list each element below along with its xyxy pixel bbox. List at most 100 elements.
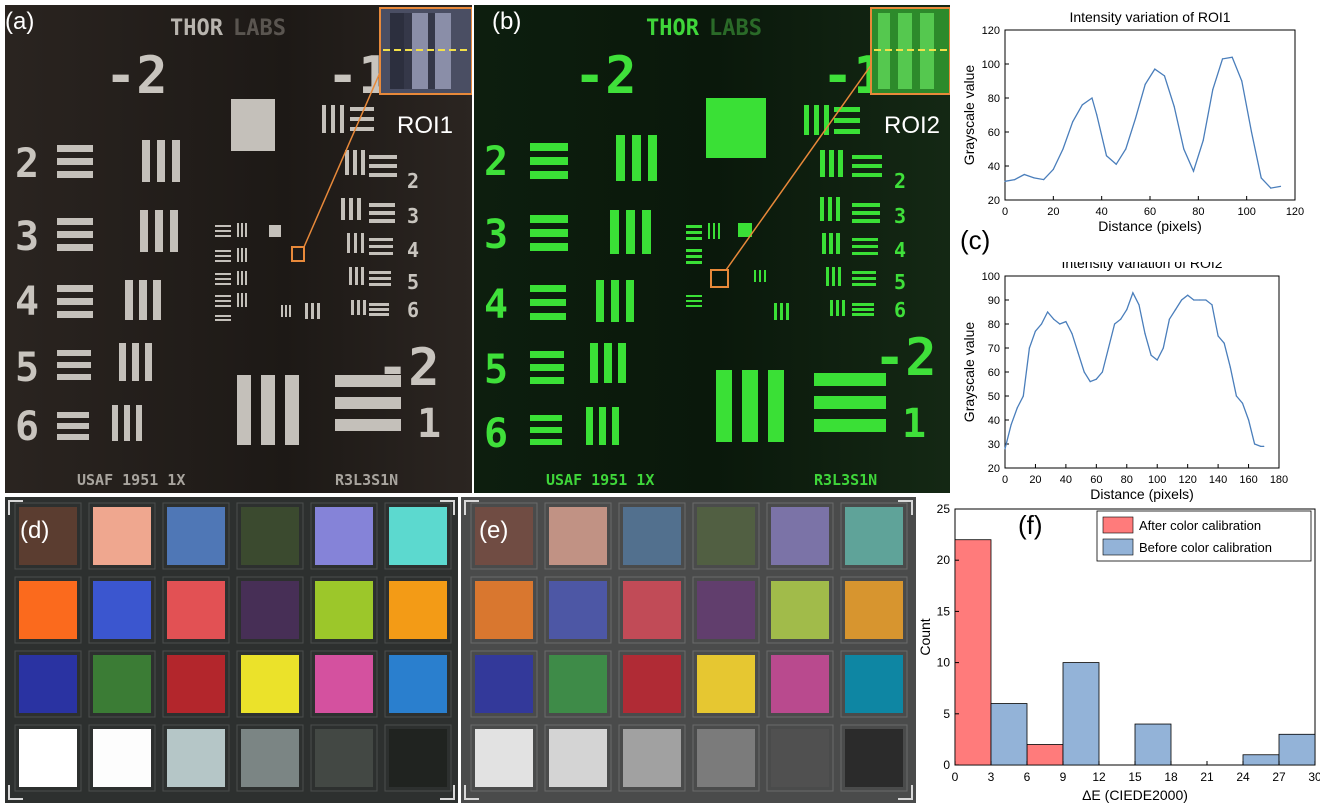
data-point: [1023, 173, 1025, 176]
data-point: [1010, 424, 1012, 426]
x-tick-label: 18: [1164, 770, 1178, 784]
x-tick-label: 160: [1239, 474, 1257, 486]
patch-well: [840, 576, 908, 644]
patch-well: [14, 502, 82, 570]
color-patch: [475, 655, 533, 713]
y-tick-label: 80: [988, 319, 1000, 331]
data-point: [1059, 323, 1061, 325]
panel-label: (b): [492, 8, 522, 35]
data-point: [1156, 359, 1158, 361]
data-point: [1192, 170, 1195, 172]
y-tick-label: 20: [988, 463, 1000, 475]
color-patch: [771, 507, 829, 565]
data-point: [1081, 104, 1083, 106]
element-number: 4: [15, 279, 39, 325]
color-patch: [315, 655, 373, 713]
element-number: 4: [407, 238, 419, 262]
data-point: [1241, 402, 1244, 404]
color-patch: [697, 729, 755, 787]
roi2-leader-line: [725, 60, 875, 271]
data-point: [1071, 333, 1073, 335]
data-point: [1217, 335, 1219, 337]
data-point: [1101, 371, 1104, 373]
histogram-bar: [1026, 744, 1064, 766]
histogram-bar: [1278, 733, 1316, 766]
color-patch: [475, 729, 533, 787]
histogram-bar: [1134, 723, 1172, 766]
brand-text: THOR: [170, 16, 224, 41]
x-tick-label: 20: [1029, 474, 1041, 486]
color-patch: [549, 581, 607, 639]
patch-well: [544, 724, 612, 792]
x-tick-label: 9: [1060, 770, 1067, 784]
y-tick-label: 80: [988, 93, 1000, 105]
color-patch: [771, 581, 829, 639]
patch-well: [88, 502, 156, 570]
patch-well: [544, 576, 612, 644]
element-number: 5: [407, 270, 419, 294]
color-patch: [475, 581, 533, 639]
group-number: -2: [574, 46, 637, 106]
data-point: [1263, 445, 1265, 447]
data-point: [1199, 299, 1201, 301]
patch-well: [384, 576, 452, 644]
color-checker-before: [8, 500, 455, 800]
x-tick-label: 80: [1192, 206, 1204, 218]
element-number: 6: [15, 404, 39, 450]
x-tick-label: 100: [1237, 206, 1255, 218]
patch-well: [88, 724, 156, 792]
brand-faint-text: LABS: [709, 16, 762, 41]
x-tick-label: 12: [1092, 770, 1106, 784]
x-tick-label: 30: [1308, 770, 1320, 784]
brand-text: THOR: [646, 16, 700, 41]
data-point: [1115, 163, 1117, 165]
patch-well: [236, 576, 304, 644]
element-number: 4: [484, 282, 508, 328]
x-tick-label: 0: [1002, 206, 1008, 218]
y-tick-label: 5: [943, 707, 950, 721]
color-patch: [93, 581, 151, 639]
y-tick-label: 40: [988, 415, 1000, 427]
data-point: [1193, 299, 1195, 301]
patch-well: [692, 650, 760, 718]
element-number: 5: [15, 345, 39, 391]
color-patch: [315, 729, 373, 787]
patch-well: [162, 650, 230, 718]
x-tick-label: 40: [1096, 206, 1108, 218]
patch-well: [470, 502, 538, 570]
x-tick-label: 120: [1178, 474, 1196, 486]
element-number: 5: [894, 270, 906, 294]
color-patch: [389, 581, 447, 639]
footer-left-text: USAF 1951 1X: [546, 471, 654, 489]
element-number: 2: [15, 141, 39, 187]
color-patch: [623, 581, 681, 639]
color-patch: [241, 655, 299, 713]
data-point: [1150, 354, 1152, 356]
data-point: [1144, 83, 1146, 85]
patch-well: [310, 502, 378, 570]
color-patch: [167, 581, 225, 639]
color-patch: [167, 507, 225, 565]
y-axis-label: Grayscale value: [961, 322, 977, 423]
panel-e-color-checker-image: (e): [461, 497, 916, 803]
data-point: [1095, 378, 1097, 380]
panel-label: (f): [1018, 510, 1043, 540]
data-point: [1168, 318, 1170, 320]
legend-swatch: [1102, 516, 1134, 534]
data-point: [1126, 309, 1128, 311]
color-patch: [93, 729, 151, 787]
color-patch: [697, 655, 755, 713]
color-patch: [475, 507, 533, 565]
x-tick-label: 40: [1060, 474, 1072, 486]
color-patch: [549, 655, 607, 713]
color-patch: [241, 729, 299, 787]
color-patch: [389, 729, 447, 787]
patch-well: [384, 724, 452, 792]
intensity-line: [1004, 291, 1264, 449]
brand-faint-text: LABS: [233, 16, 286, 41]
data-point: [1072, 121, 1074, 123]
data-point: [1047, 311, 1049, 313]
x-axis-label: Distance (pixels): [1098, 218, 1201, 234]
data-point: [1052, 168, 1054, 170]
data-point: [1173, 105, 1175, 108]
